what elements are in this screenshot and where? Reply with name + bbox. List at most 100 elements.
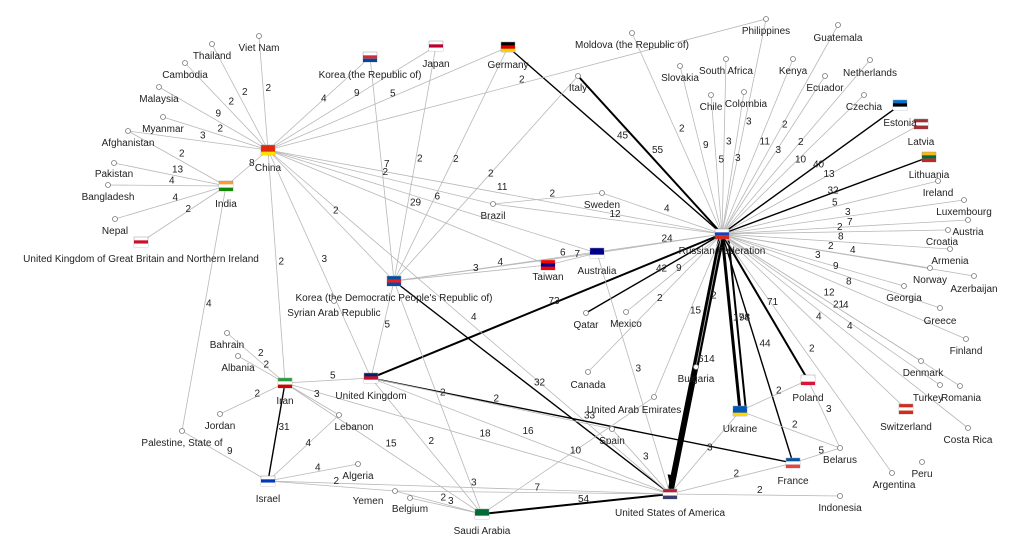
edge-weight-label: 9 bbox=[354, 88, 360, 99]
node-it[interactable]: Italy bbox=[569, 73, 587, 95]
node-am[interactable]: Armenia bbox=[931, 246, 969, 268]
node-kh[interactable]: Cambodia bbox=[162, 60, 208, 82]
node-sy[interactable]: Syrian Arab Republic bbox=[287, 298, 381, 320]
node-vn[interactable]: Viet Nam bbox=[239, 33, 280, 55]
edge-ir-sa bbox=[284, 382, 483, 515]
node-kp[interactable]: Korea (the Democratic People's Republic … bbox=[295, 275, 493, 304]
edge-us-ir bbox=[284, 382, 671, 495]
node-ps[interactable]: Palestine, State of bbox=[141, 428, 223, 450]
node-mm[interactable]: Myanmar bbox=[142, 114, 185, 136]
node-label: Latvia bbox=[908, 137, 935, 148]
node-md[interactable]: Moldova (the Republic of) bbox=[575, 30, 689, 52]
node-gr[interactable]: Greece bbox=[924, 305, 957, 328]
node-ph[interactable]: Philippines bbox=[742, 16, 790, 38]
node-ye[interactable]: Yemen bbox=[353, 488, 398, 508]
node-fr[interactable]: France bbox=[777, 457, 809, 487]
node-np[interactable]: Nepal bbox=[102, 216, 128, 238]
node-kr[interactable]: Korea (the Republic of) bbox=[319, 51, 422, 81]
node-za[interactable]: South Africa bbox=[699, 56, 753, 78]
node-ir[interactable]: Iran bbox=[276, 377, 294, 407]
node-ge[interactable]: Georgia bbox=[886, 283, 922, 305]
edge-kp-tw bbox=[393, 264, 549, 282]
edge-weight-label: 2 bbox=[488, 169, 494, 180]
edge-weight-label: 9 bbox=[676, 263, 682, 274]
node-se[interactable]: Sweden bbox=[584, 190, 620, 212]
node-cz[interactable]: Czechia bbox=[846, 92, 883, 114]
node-us[interactable]: United States of America bbox=[615, 488, 725, 519]
node-ar[interactable]: Argentina bbox=[873, 470, 916, 492]
node-jp[interactable]: Japan bbox=[422, 40, 450, 70]
node-label: Greece bbox=[924, 316, 957, 327]
node-label: Mexico bbox=[610, 319, 642, 330]
node-bd[interactable]: Bangladesh bbox=[82, 182, 135, 204]
node-bh[interactable]: Bahrain bbox=[210, 330, 244, 352]
node-fi[interactable]: Finland bbox=[950, 336, 983, 358]
node-sk[interactable]: Slovakia bbox=[661, 63, 699, 85]
node-es[interactable]: Spain bbox=[599, 426, 625, 448]
node-label: Ukraine bbox=[723, 424, 758, 435]
node-co[interactable]: Colombia bbox=[725, 89, 768, 111]
node-dot-icon bbox=[835, 22, 841, 28]
node-no[interactable]: Norway bbox=[913, 265, 947, 287]
node-af[interactable]: Afghanistan bbox=[102, 128, 155, 150]
node-at[interactable]: Austria bbox=[952, 217, 984, 239]
node-ch[interactable]: Switzerland bbox=[880, 403, 932, 433]
node-lt[interactable]: Lithuania bbox=[909, 151, 950, 181]
flag-stripe bbox=[501, 48, 515, 52]
edge-weight-label: 2 bbox=[334, 476, 340, 487]
node-nl[interactable]: Netherlands bbox=[843, 57, 897, 80]
node-lb[interactable]: Lebanon bbox=[335, 412, 374, 434]
node-mx[interactable]: Mexico bbox=[610, 309, 642, 331]
node-cl[interactable]: Chile bbox=[700, 92, 723, 114]
edge-weight-label: 8 bbox=[846, 277, 852, 288]
node-cr[interactable]: Costa Rica bbox=[944, 425, 993, 447]
node-ie[interactable]: Ireland bbox=[923, 178, 954, 200]
node-cn[interactable]: China bbox=[255, 144, 282, 174]
node-ua[interactable]: Ukraine bbox=[723, 405, 758, 435]
node-id[interactable]: Indonesia bbox=[818, 493, 862, 515]
node-qa[interactable]: Qatar bbox=[573, 310, 599, 332]
node-br[interactable]: Brazil bbox=[480, 201, 506, 223]
edge-weight-label: 13 bbox=[172, 165, 184, 176]
node-by[interactable]: Belarus bbox=[823, 445, 857, 467]
node-in[interactable]: India bbox=[215, 180, 237, 210]
node-jo[interactable]: Jordan bbox=[205, 411, 236, 433]
node-tw[interactable]: Taiwan bbox=[532, 259, 564, 283]
node-gbni[interactable]: United Kingdom of Great Britain and Nort… bbox=[23, 236, 259, 265]
node-ru[interactable]: Russian Federation bbox=[679, 228, 766, 257]
node-pk[interactable]: Pakistan bbox=[95, 160, 133, 181]
node-bg[interactable]: Bulgaria bbox=[678, 364, 715, 386]
node-de[interactable]: Germany bbox=[487, 41, 529, 71]
edge-weight-label: 5 bbox=[330, 371, 336, 382]
node-hr[interactable]: Croatia bbox=[926, 227, 959, 249]
node-lu[interactable]: Luxembourg bbox=[936, 197, 992, 219]
node-dk[interactable]: Denmark bbox=[903, 358, 945, 380]
edge-weight-label: 55 bbox=[652, 145, 664, 156]
node-gt[interactable]: Guatemala bbox=[814, 22, 863, 45]
node-tr[interactable]: Turkey bbox=[913, 382, 943, 405]
node-ee[interactable]: Estonia bbox=[883, 99, 917, 129]
node-my[interactable]: Malaysia bbox=[139, 84, 179, 106]
node-pe[interactable]: Peru bbox=[911, 459, 933, 481]
node-ke[interactable]: Kenya bbox=[779, 56, 808, 78]
node-th[interactable]: Thailand bbox=[193, 41, 231, 63]
node-gb[interactable]: United Kingdom bbox=[335, 372, 407, 402]
edge-weight-label: 9 bbox=[703, 140, 709, 151]
node-dot-icon bbox=[961, 197, 967, 203]
edge-ru-cz bbox=[721, 94, 865, 235]
node-sa[interactable]: Saudi Arabia bbox=[454, 508, 511, 537]
node-dz[interactable]: Algeria bbox=[342, 461, 374, 483]
node-be[interactable]: Belgium bbox=[392, 495, 428, 516]
node-al[interactable]: Albania bbox=[221, 353, 255, 375]
node-ca[interactable]: Canada bbox=[570, 369, 606, 392]
node-ro[interactable]: Romania bbox=[941, 383, 981, 405]
node-au[interactable]: Australia bbox=[578, 247, 617, 277]
node-label: Czechia bbox=[846, 102, 883, 113]
node-il[interactable]: Israel bbox=[256, 475, 280, 505]
node-az[interactable]: Azerbaijan bbox=[950, 273, 998, 296]
node-pl[interactable]: Poland bbox=[792, 374, 824, 404]
node-lv[interactable]: Latvia bbox=[908, 118, 935, 148]
node-ae[interactable]: United Arab Emirates bbox=[587, 394, 682, 417]
node-ec[interactable]: Ecuador bbox=[806, 73, 844, 95]
edge-weight-label: 12 bbox=[610, 209, 622, 220]
